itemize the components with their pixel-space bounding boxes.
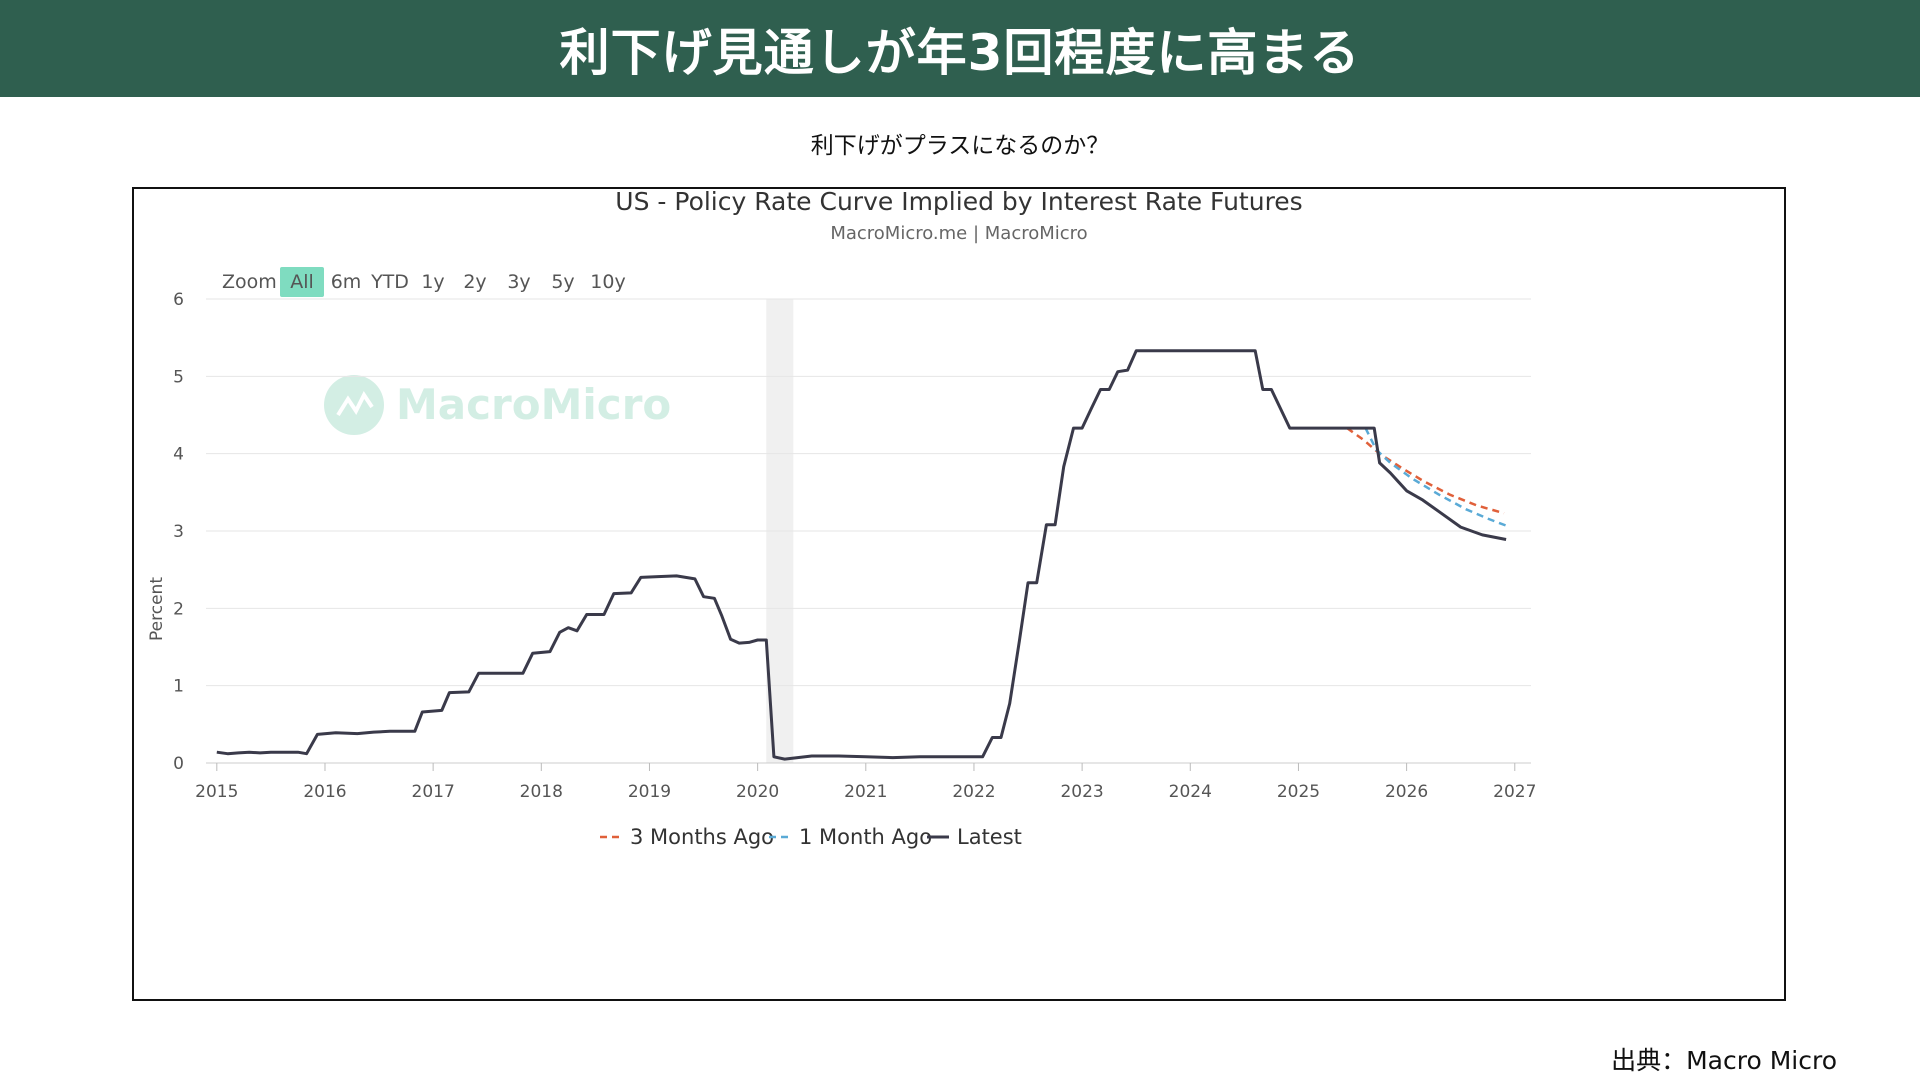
- series-layer: [216, 349, 1507, 761]
- page-subtitle: 利下げがプラスになるのか？: [810, 133, 1110, 159]
- y-tick-label: 1: [173, 677, 184, 697]
- chart-frame: US - Policy Rate Curve Implied by Intere…: [132, 187, 1786, 1001]
- y-tick-label: 3: [173, 522, 184, 542]
- zoom-button-ytd[interactable]: YTD: [370, 271, 409, 293]
- chart-title: US - Policy Rate Curve Implied by Intere…: [615, 189, 1302, 216]
- source-note: 出典：Macro Micro: [1611, 1046, 1837, 1075]
- chart-svg: US - Policy Rate Curve Implied by Intere…: [147, 189, 1536, 849]
- legend-label: 1 Month Ago: [799, 825, 932, 849]
- y-axis-title: Percent: [147, 577, 167, 641]
- x-tick-label: 2026: [1385, 782, 1428, 802]
- page-banner: 利下げ見通しが年3回程度に高まる: [0, 0, 1920, 97]
- x-tick-label: 2025: [1277, 782, 1320, 802]
- zoom-button-3y[interactable]: 3y: [507, 271, 530, 293]
- zoom-button-1y[interactable]: 1y: [421, 271, 444, 293]
- logo-zigzag: [336, 391, 374, 417]
- y-tick-label: 6: [173, 290, 184, 310]
- zoom-button-label[interactable]: YTD: [370, 271, 409, 293]
- banner-title: 利下げ見通しが年3回程度に高まる: [559, 23, 1361, 82]
- x-tick-label: 2016: [303, 782, 346, 802]
- zoom-button-6m[interactable]: 6m: [331, 271, 362, 293]
- y-tick-layer: 0 1 2 3 4 5 6: [173, 290, 184, 774]
- y-tick-label: 2: [173, 599, 184, 619]
- grid-layer: [206, 298, 1531, 764]
- legend-item-3-months-ago[interactable]: 3 Months Ago: [600, 825, 774, 849]
- x-tick-label: 2023: [1060, 782, 1103, 802]
- chart-subtitle: MacroMicro.me | MacroMicro: [830, 223, 1087, 244]
- legend: 3 Months Ago 1 Month Ago Latest: [600, 825, 1022, 849]
- zoom-button-label[interactable]: 6m: [331, 271, 362, 293]
- x-tick-label: 2021: [844, 782, 887, 802]
- x-tick-label: 2024: [1169, 782, 1212, 802]
- x-tick-label: 2027: [1493, 782, 1536, 802]
- zoom-button-label[interactable]: 3y: [507, 271, 530, 293]
- series-line-3-months-ago: [1346, 427, 1505, 515]
- x-tick-label: 2022: [952, 782, 995, 802]
- x-tick-label: 2020: [736, 782, 779, 802]
- x-tick-label: 2017: [412, 782, 455, 802]
- x-tick-label: 2019: [628, 782, 671, 802]
- zoom-button-label[interactable]: 5y: [551, 271, 574, 293]
- zoom-button-10y[interactable]: 10y: [590, 271, 625, 293]
- watermark-text: MacroMicro: [396, 380, 671, 429]
- x-tick-label: 2015: [195, 782, 238, 802]
- zoom-button-5y[interactable]: 5y: [551, 271, 574, 293]
- zoom-button-all[interactable]: All: [280, 267, 324, 297]
- x-tick-label: 2018: [520, 782, 563, 802]
- zoom-controls: Zoom All 6m YTD 1y 2y 3y 5y 10y: [222, 267, 626, 297]
- y-tick-label: 5: [173, 367, 184, 387]
- zoom-button-label[interactable]: 1y: [421, 271, 444, 293]
- zoom-label: Zoom: [222, 271, 277, 293]
- legend-label: Latest: [957, 825, 1022, 849]
- y-tick-label: 4: [173, 445, 184, 465]
- watermark: MacroMicro: [324, 375, 671, 435]
- legend-item-1-month-ago[interactable]: 1 Month Ago: [769, 825, 932, 849]
- zoom-button-bg: [280, 267, 324, 297]
- zoom-button-label[interactable]: All: [290, 271, 314, 293]
- legend-item-latest[interactable]: Latest: [927, 825, 1022, 849]
- zoom-button-label[interactable]: 2y: [463, 271, 486, 293]
- x-tick-layer: 2015 2016 2017 2018 2019 2020 2021 2022 2023 2024…: [195, 763, 1536, 802]
- legend-label: 3 Months Ago: [630, 825, 774, 849]
- y-tick-label: 0: [173, 754, 184, 774]
- series-line-latest: [216, 349, 1507, 761]
- zoom-button-label[interactable]: 10y: [590, 271, 625, 293]
- zoom-button-2y[interactable]: 2y: [463, 271, 486, 293]
